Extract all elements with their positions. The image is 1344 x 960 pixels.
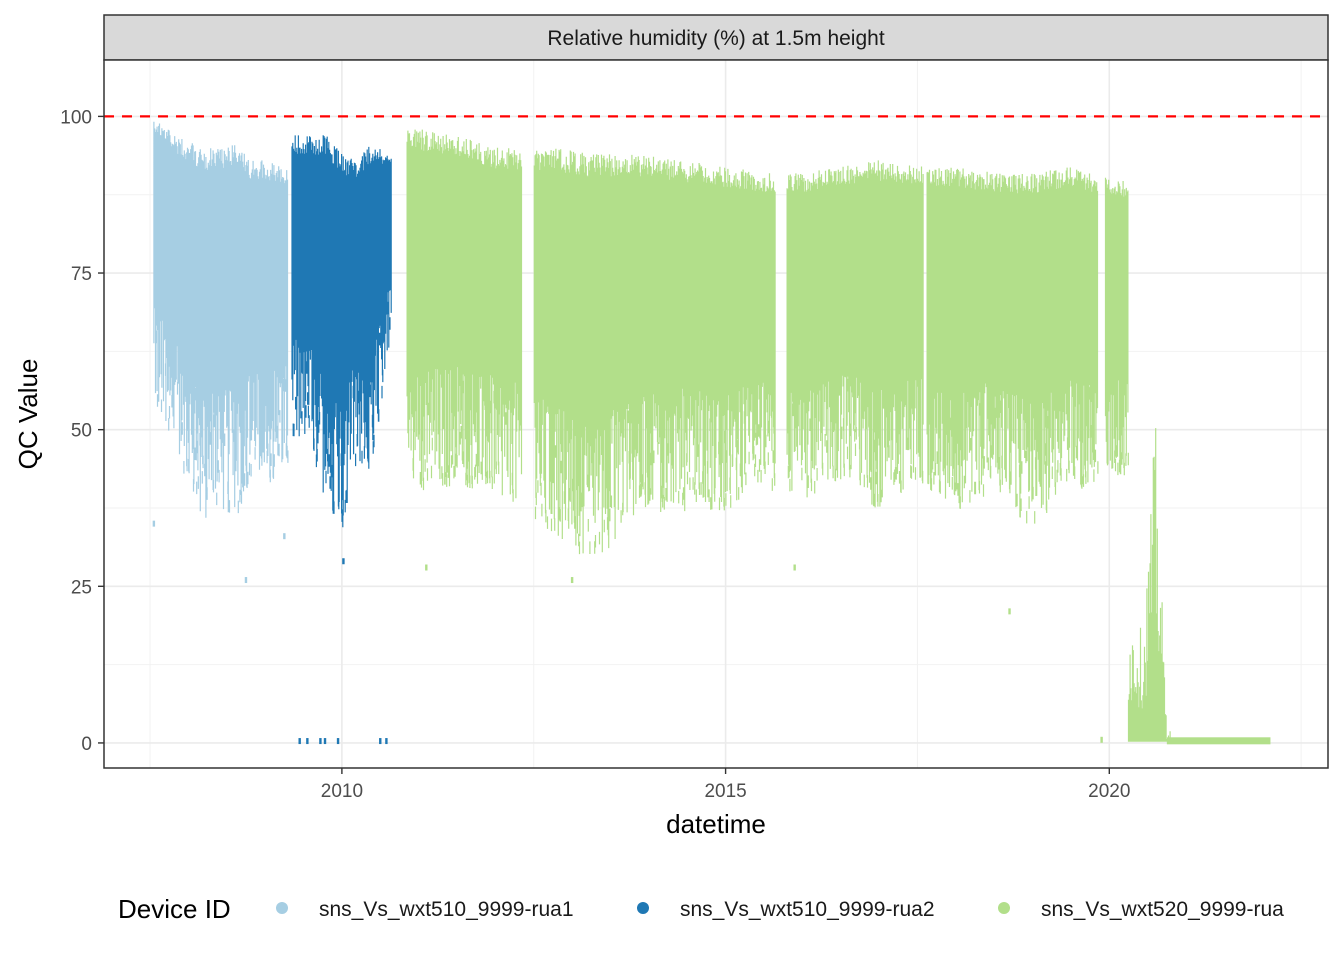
series-3-outlier	[425, 564, 428, 571]
facet-strip-background	[103, 14, 1329, 61]
series-2-outlier	[342, 558, 345, 565]
series-3-outlier	[570, 577, 574, 584]
series-3-tail	[1127, 428, 1171, 742]
legend-label-2: sns_Vs_wxt510_9999-rua2	[680, 898, 935, 921]
series-2-outlier	[319, 738, 322, 745]
series-2-outlier	[379, 738, 382, 745]
x-axis: 2010 2015 2020	[321, 768, 1130, 802]
x-tick-label: 2015	[704, 781, 746, 802]
facet-strip: Relative humidity (%) at 1.5m height	[103, 14, 1329, 61]
series-3-flatline	[1166, 737, 1271, 745]
x-axis-title: datetime	[666, 809, 766, 839]
legend-key-1	[276, 902, 288, 914]
series-2-outlier	[306, 738, 309, 745]
series-1-points	[153, 121, 289, 518]
x-tick-label: 2010	[321, 781, 363, 802]
y-tick-label: 25	[71, 577, 92, 598]
legend-title: Device ID	[118, 894, 231, 924]
legend-key-3	[998, 902, 1010, 914]
series-2-outlier	[336, 738, 340, 745]
series-3-points	[406, 129, 1129, 555]
y-tick-label: 100	[60, 107, 92, 128]
series-1-outlier	[152, 520, 156, 527]
y-tick-label: 50	[71, 421, 92, 442]
y-axis: 0 25 50 75 100	[60, 107, 104, 755]
plot-panel-border	[103, 59, 1329, 769]
facet-title: Relative humidity (%) at 1.5m height	[547, 27, 884, 50]
series-1-outlier	[283, 533, 286, 540]
y-axis-title: QC Value	[13, 359, 43, 470]
series-3	[406, 129, 1271, 745]
x-tick-label: 2020	[1088, 781, 1130, 802]
y-tick-label: 0	[81, 734, 92, 755]
y-tick-label: 75	[71, 264, 92, 285]
series-1-outlier	[244, 577, 248, 584]
series-2-outlier	[385, 738, 388, 745]
series-3-outlier	[1100, 736, 1103, 743]
series-2-points	[291, 135, 392, 528]
series-1	[152, 121, 289, 584]
legend-label-3: sns_Vs_wxt520_9999-rua	[1041, 898, 1284, 921]
series-2-outlier	[323, 738, 327, 745]
data-layer	[152, 121, 1271, 745]
series-2	[291, 135, 392, 745]
series-3-outlier	[793, 564, 796, 571]
legend-key-2	[637, 902, 649, 914]
legend: Device ID sns_Vs_wxt510_9999-rua1 sns_Vs_…	[118, 894, 1284, 924]
legend-label-1: sns_Vs_wxt510_9999-rua1	[319, 898, 574, 921]
series-3-outlier	[1008, 608, 1011, 615]
series-2-outlier	[298, 738, 301, 745]
